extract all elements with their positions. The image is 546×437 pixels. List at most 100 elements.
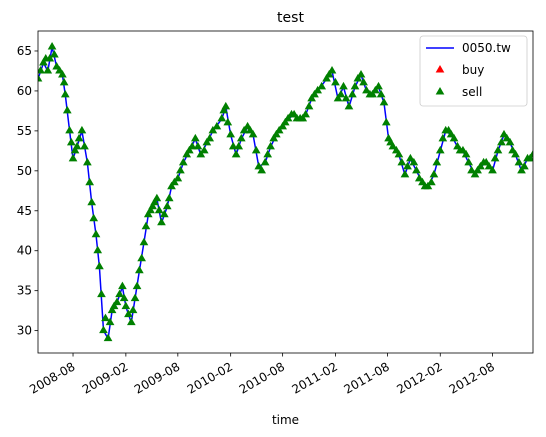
sell-marker-96 bbox=[271, 129, 281, 138]
sell-marker-153 bbox=[438, 133, 448, 142]
sell-marker-151 bbox=[432, 157, 442, 166]
sell-marker-55 bbox=[154, 205, 164, 214]
sell-marker-184 bbox=[528, 149, 533, 158]
sell-marker-78 bbox=[221, 101, 231, 110]
sell-marker-170 bbox=[488, 165, 497, 174]
sell-marker-145 bbox=[414, 173, 424, 182]
sell-marker-60 bbox=[167, 181, 176, 190]
sell-marker-130 bbox=[374, 81, 383, 90]
sell-marker-82 bbox=[231, 149, 241, 158]
y-tick-label-60: 60 bbox=[17, 84, 32, 98]
sell-marker-164 bbox=[470, 169, 480, 178]
sell-marker-119 bbox=[341, 93, 351, 102]
sell-marker-142 bbox=[406, 153, 415, 162]
sell-marker-5 bbox=[45, 53, 55, 62]
sell-marker-57 bbox=[159, 209, 169, 218]
sell-marker-91 bbox=[257, 165, 267, 174]
sell-marker-21 bbox=[80, 141, 89, 150]
sell-marker-176 bbox=[505, 137, 515, 146]
sell-marker-83 bbox=[234, 141, 244, 150]
sell-marker-128 bbox=[368, 89, 377, 98]
sell-marker-45 bbox=[132, 281, 142, 290]
y-axis: 30 35 40 45 50 55 60 65 bbox=[17, 44, 38, 338]
sell-marker-26 bbox=[91, 229, 101, 238]
sell-marker-138 bbox=[394, 149, 404, 158]
y-tick-label-65: 65 bbox=[17, 44, 32, 58]
sell-marker-50 bbox=[143, 209, 153, 218]
sell-marker-117 bbox=[336, 89, 346, 98]
sell-marker-161 bbox=[461, 149, 471, 158]
sell-marker-157 bbox=[449, 133, 459, 142]
sell-marker-106 bbox=[301, 109, 310, 118]
series-sell-markers bbox=[38, 41, 533, 342]
sell-marker-120 bbox=[344, 101, 354, 110]
sell-marker-41 bbox=[124, 309, 133, 318]
y-tick-label-55: 55 bbox=[17, 124, 32, 138]
sell-marker-6 bbox=[47, 41, 57, 50]
sell-marker-32 bbox=[103, 333, 113, 342]
sell-marker-109 bbox=[310, 89, 319, 98]
sell-marker-121 bbox=[348, 89, 357, 98]
sell-marker-97 bbox=[274, 125, 284, 134]
sell-marker-46 bbox=[135, 265, 144, 274]
sell-marker-73 bbox=[205, 133, 215, 142]
sell-marker-171 bbox=[490, 153, 500, 162]
sell-marker-18 bbox=[72, 141, 82, 150]
sell-marker-11 bbox=[59, 77, 69, 86]
sell-marker-56 bbox=[157, 217, 166, 226]
sell-marker-92 bbox=[260, 157, 270, 166]
sell-marker-88 bbox=[248, 129, 258, 138]
sell-marker-16 bbox=[68, 153, 78, 162]
sell-marker-53 bbox=[150, 197, 159, 206]
legend-label-0050.tw: 0050.tw bbox=[462, 41, 511, 55]
sell-marker-100 bbox=[283, 113, 293, 122]
sell-marker-125 bbox=[359, 77, 368, 86]
sell-marker-58 bbox=[162, 201, 172, 210]
sell-marker-75 bbox=[212, 121, 222, 130]
sell-marker-23 bbox=[85, 177, 95, 186]
legend-swatch-sell bbox=[435, 87, 445, 95]
sell-marker-179 bbox=[514, 157, 524, 166]
sell-marker-47 bbox=[137, 253, 147, 262]
sell-marker-114 bbox=[327, 65, 337, 74]
axes-frame bbox=[37, 30, 534, 354]
sell-marker-48 bbox=[139, 237, 149, 246]
sell-marker-93 bbox=[263, 149, 273, 158]
sell-marker-0 bbox=[38, 73, 43, 82]
sell-marker-70 bbox=[196, 149, 206, 158]
sell-marker-62 bbox=[173, 173, 183, 182]
x-axis-label: time bbox=[272, 413, 299, 427]
sell-marker-165 bbox=[473, 165, 482, 174]
sell-marker-69 bbox=[193, 141, 203, 150]
y-tick-label-30: 30 bbox=[17, 324, 32, 338]
sell-marker-25 bbox=[89, 213, 99, 222]
sell-marker-43 bbox=[128, 305, 138, 314]
sell-marker-51 bbox=[146, 205, 155, 214]
sell-marker-150 bbox=[429, 169, 439, 178]
sell-marker-149 bbox=[427, 177, 436, 186]
sell-marker-20 bbox=[77, 125, 87, 134]
sell-marker-7 bbox=[50, 49, 59, 58]
sell-marker-1 bbox=[38, 65, 45, 74]
y-tick-label-45: 45 bbox=[17, 204, 32, 218]
sell-marker-141 bbox=[403, 161, 412, 170]
sell-marker-180 bbox=[517, 165, 526, 174]
sell-marker-37 bbox=[115, 289, 124, 298]
sell-marker-14 bbox=[65, 125, 74, 134]
chart-title: test bbox=[277, 10, 304, 26]
sell-marker-113 bbox=[324, 69, 334, 78]
sell-marker-4 bbox=[43, 65, 53, 74]
sell-marker-139 bbox=[397, 157, 407, 166]
legend-frame bbox=[419, 35, 528, 107]
sell-marker-122 bbox=[350, 81, 360, 90]
y-tick-label-50: 50 bbox=[17, 164, 32, 178]
sell-marker-29 bbox=[97, 289, 106, 298]
sell-marker-132 bbox=[379, 97, 389, 106]
sell-marker-38 bbox=[118, 281, 127, 290]
sell-marker-116 bbox=[333, 93, 343, 102]
sell-marker-72 bbox=[202, 137, 212, 146]
y-tick-label-35: 35 bbox=[17, 284, 32, 298]
sell-marker-160 bbox=[458, 145, 468, 154]
sell-marker-143 bbox=[409, 157, 419, 166]
sell-marker-81 bbox=[228, 141, 238, 150]
